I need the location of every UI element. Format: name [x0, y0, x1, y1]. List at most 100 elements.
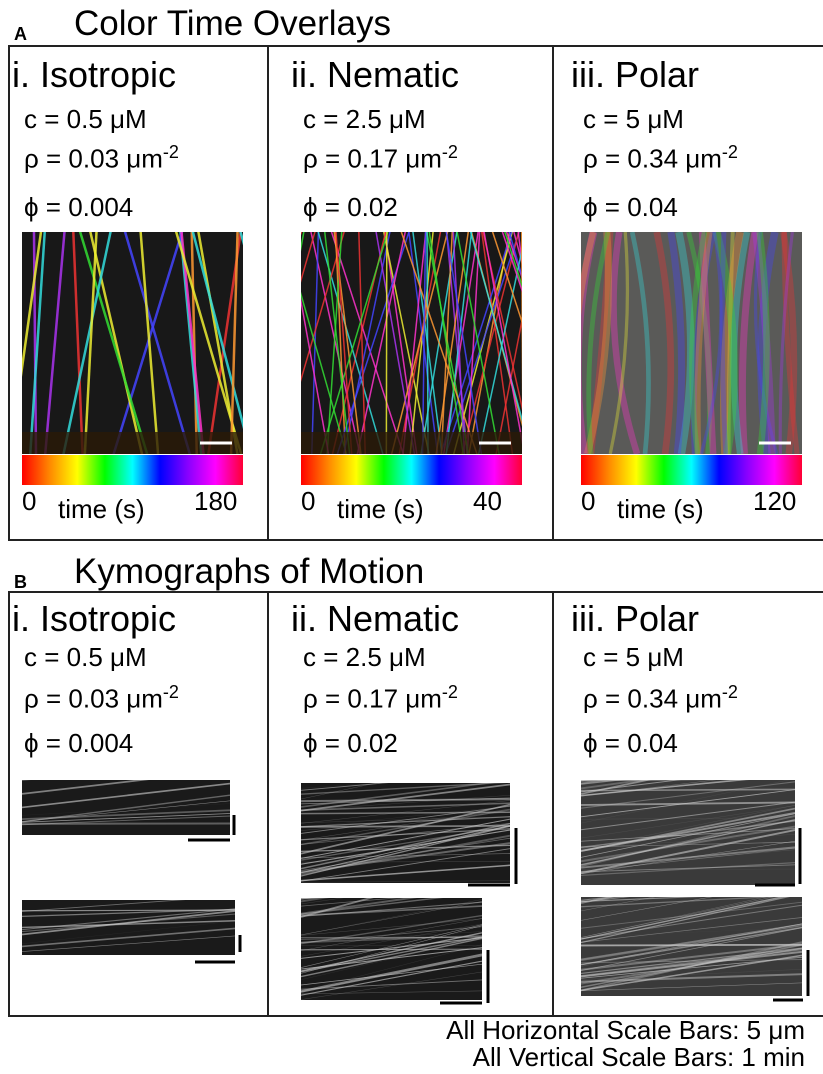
- image-edge: [301, 432, 522, 454]
- streak: [581, 923, 802, 964]
- streak: [581, 959, 802, 964]
- filament: [461, 232, 520, 454]
- filament: [504, 232, 522, 289]
- streak: [581, 872, 795, 883]
- streak: [581, 829, 795, 875]
- panel-b-frame: [8, 591, 823, 1017]
- filament: [22, 232, 43, 377]
- filament: [139, 232, 160, 454]
- volume-fraction: ϕ = 0.04: [583, 728, 678, 758]
- streak: [581, 941, 802, 992]
- colorbar-label: time (s): [58, 494, 145, 524]
- streak: [301, 937, 482, 959]
- filament: [738, 232, 759, 454]
- filament: [608, 232, 630, 454]
- streak: [301, 797, 510, 805]
- filament: [690, 232, 717, 454]
- filament: [428, 232, 465, 454]
- streak: [301, 937, 482, 978]
- streak: [301, 960, 482, 996]
- streak: [301, 971, 482, 1000]
- filament: [442, 232, 479, 454]
- streak: [22, 900, 186, 912]
- kymograph: [581, 780, 795, 885]
- streak: [22, 815, 230, 826]
- streak: [581, 917, 802, 943]
- filament: [675, 232, 695, 454]
- streak: [301, 844, 510, 853]
- colorbar-min: 0: [581, 486, 596, 516]
- column-title: iii. Polar: [571, 54, 700, 95]
- streak: [301, 901, 482, 917]
- filament: [699, 232, 723, 454]
- filament: [62, 232, 112, 454]
- streak: [22, 908, 235, 917]
- streak: [581, 897, 790, 944]
- streak: [581, 927, 802, 937]
- kymograph-bg: [22, 900, 235, 955]
- streak: [22, 809, 230, 821]
- streak: [301, 825, 510, 861]
- streak: [581, 982, 802, 991]
- streak: [581, 897, 703, 902]
- filament: [32, 232, 38, 454]
- filament: [689, 232, 708, 454]
- colorbar-max: 180: [194, 486, 238, 516]
- panel-title: Color Time Overlays: [74, 4, 392, 43]
- filament: [477, 246, 522, 454]
- streak: [581, 897, 713, 921]
- filament: [712, 232, 738, 454]
- filament: [501, 232, 522, 293]
- filament: [384, 232, 418, 454]
- kymograph-bg: [22, 780, 230, 835]
- streak: [301, 901, 482, 936]
- exponent: -2: [162, 682, 179, 702]
- kymograph: [301, 783, 510, 883]
- filament: [123, 232, 192, 454]
- exponent: -2: [721, 142, 738, 162]
- streak: [22, 780, 150, 795]
- streak: [301, 898, 374, 918]
- filament: [480, 232, 514, 454]
- streak: [581, 954, 802, 992]
- streak: [581, 819, 795, 866]
- density-line: ρ = 0.17 μm-2: [303, 142, 458, 175]
- streak: [581, 943, 802, 971]
- filament: [719, 232, 729, 454]
- streak: [22, 913, 235, 933]
- colorbar: [301, 455, 522, 485]
- streak: [301, 808, 510, 841]
- filament: [752, 232, 776, 454]
- streak: [581, 788, 795, 792]
- filament: [421, 232, 427, 454]
- filament: [587, 232, 614, 454]
- filament: [191, 232, 243, 430]
- streak: [581, 807, 795, 853]
- volume-fraction: ϕ = 0.02: [303, 192, 398, 222]
- filament: [653, 232, 675, 454]
- streak: [581, 947, 802, 975]
- colorbar: [22, 455, 243, 485]
- filament: [310, 232, 361, 454]
- column-title: i. Isotropic: [12, 598, 177, 639]
- streak: [301, 783, 378, 800]
- streak: [581, 925, 802, 961]
- filament: [469, 232, 522, 422]
- streak: [301, 853, 510, 859]
- streak: [301, 807, 510, 846]
- concentration: c = 2.5 μM: [303, 104, 426, 134]
- streak: [581, 947, 802, 984]
- streak: [581, 950, 802, 978]
- streak: [301, 818, 510, 862]
- concentration: c = 2.5 μM: [303, 642, 426, 672]
- density: ρ = 0.17 μm: [303, 143, 442, 174]
- streak: [581, 897, 630, 903]
- streak: [301, 924, 482, 968]
- streak: [581, 840, 795, 875]
- filament: [89, 232, 144, 454]
- filament: [445, 232, 468, 454]
- streak: [581, 841, 795, 848]
- filament: [301, 232, 316, 283]
- streak: [301, 864, 510, 882]
